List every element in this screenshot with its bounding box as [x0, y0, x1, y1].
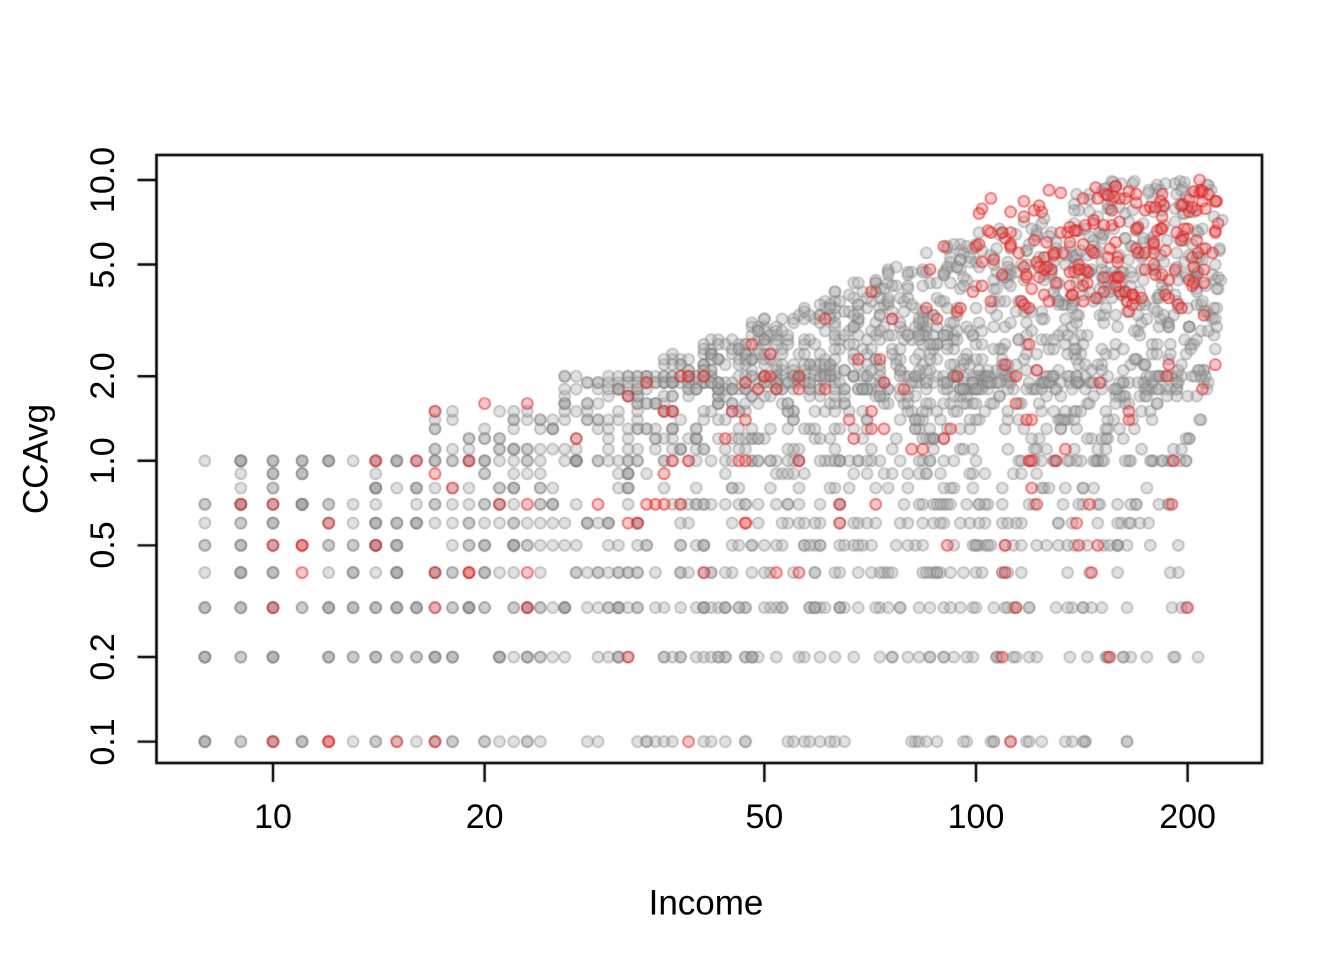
y-tick-label-1.0: 1.0	[84, 437, 122, 485]
y-tick-label-0.1: 0.1	[84, 717, 122, 766]
y-tick-label-0.2: 0.2	[84, 633, 122, 681]
x-tick-label-20: 20	[465, 798, 504, 836]
x-tick-label-50: 50	[745, 798, 784, 836]
x-axis-title: Income	[648, 883, 764, 923]
x-tick-label-10: 10	[254, 798, 292, 836]
x-tick-label-200: 200	[1159, 798, 1216, 836]
x-tick-label-100: 100	[947, 798, 1005, 836]
y-tick-label-0.5: 0.5	[84, 521, 122, 569]
y-axis-title: CCAvg	[16, 403, 56, 515]
y-tick-label-2.0: 2.0	[84, 352, 122, 400]
y-tick-label-10.0: 10.0	[84, 146, 122, 214]
y-tick-label-5.0: 5.0	[84, 240, 122, 289]
